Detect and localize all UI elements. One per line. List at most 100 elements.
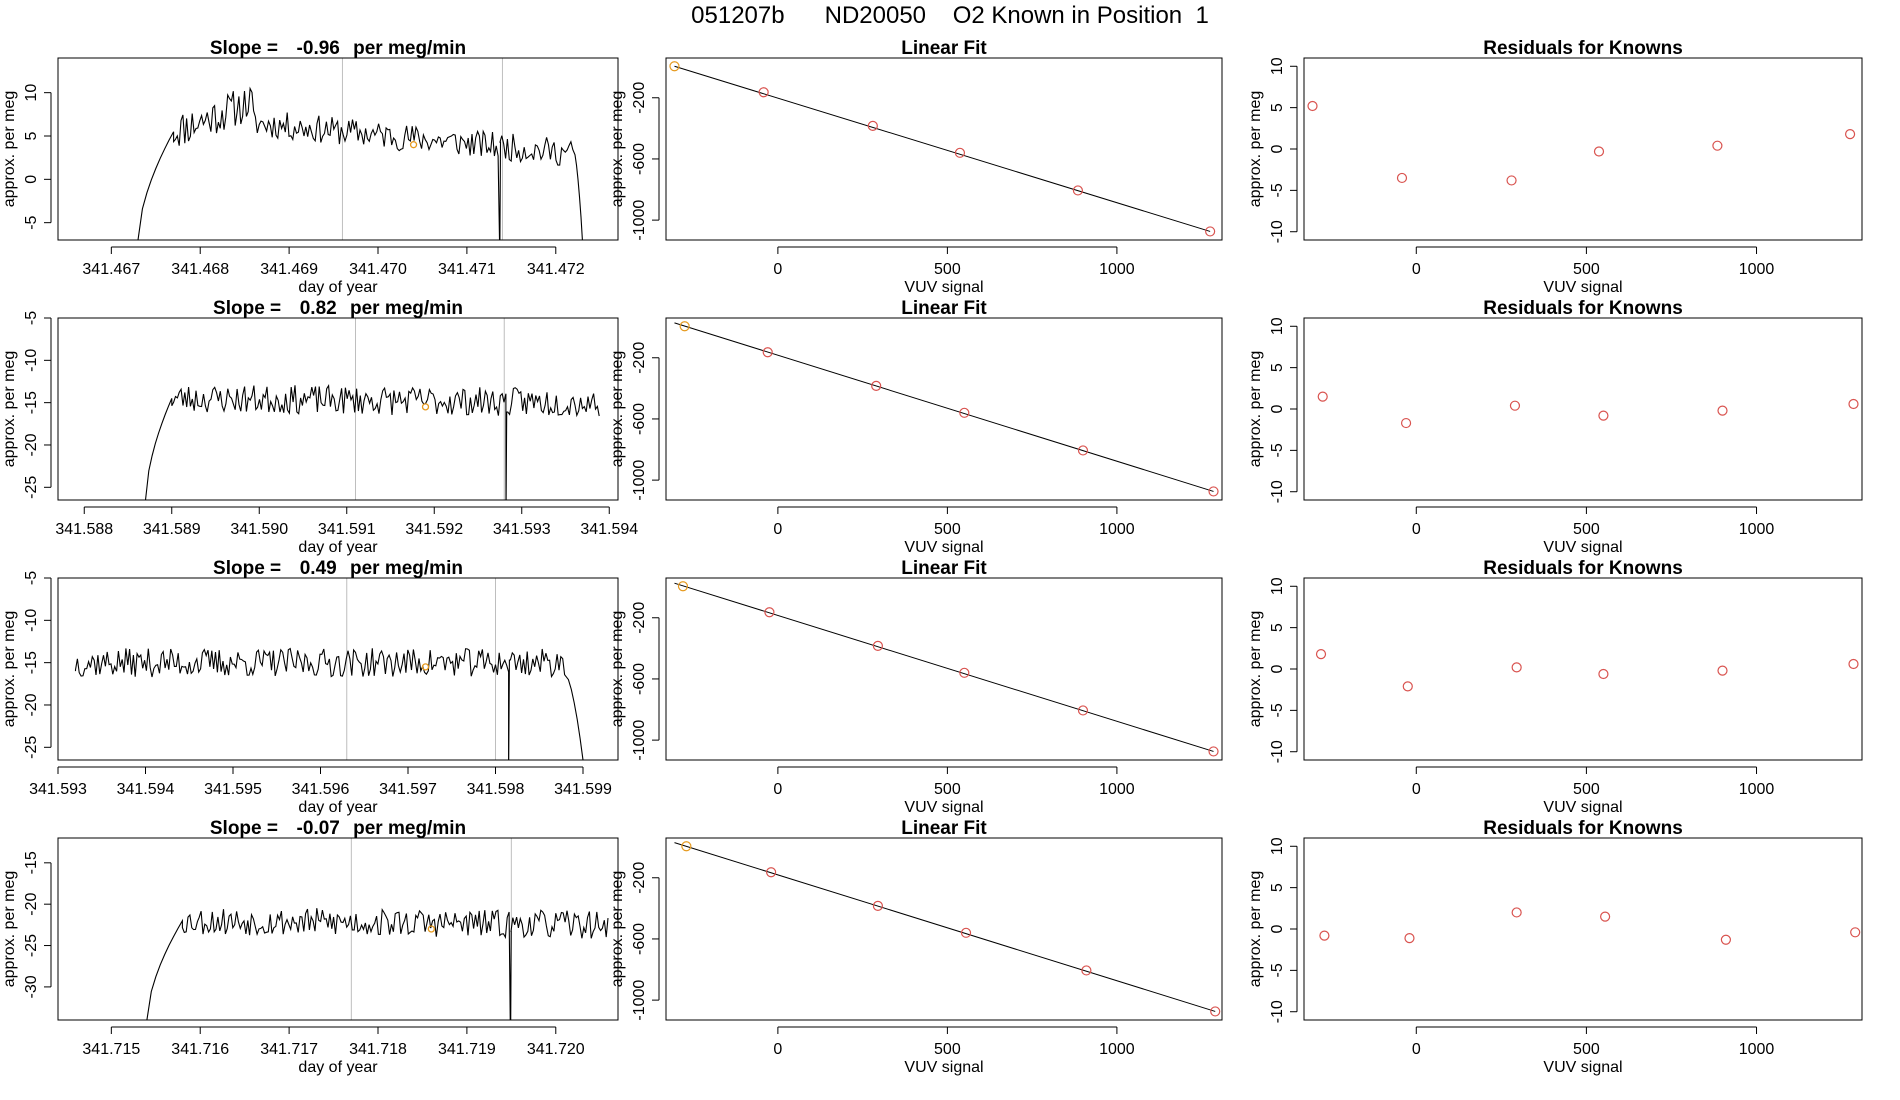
fit-plot-row-1: Linear Fit 0 500 1000 VUV signal -1000 -600 -20… bbox=[609, 38, 1223, 296]
x-tick-label: 341.599 bbox=[554, 781, 612, 798]
slope-value: 0.49 bbox=[300, 558, 337, 579]
page-title: 051207b ND20050 O2 Known in Position 1 bbox=[0, 2, 1900, 30]
plot-frame bbox=[665, 57, 1223, 241]
highlight-point bbox=[421, 663, 430, 671]
plot-frame bbox=[57, 837, 619, 1021]
x-axis-label: VUV signal bbox=[1543, 1059, 1622, 1076]
x-tick-label: 341.718 bbox=[349, 1041, 407, 1058]
x-tick-label: 341.594 bbox=[580, 521, 638, 538]
plot-frame bbox=[665, 837, 1223, 1021]
plot-title: Slope = -0.96 per meg/minSlope = -0.96 p… bbox=[210, 38, 466, 59]
x-tick-label: 341.590 bbox=[230, 521, 288, 538]
y-tick-label: -20 bbox=[23, 693, 40, 716]
residual-point bbox=[1848, 658, 1859, 670]
x-tick-label: 500 bbox=[934, 1041, 961, 1058]
fit-point bbox=[1081, 965, 1092, 976]
fit-point bbox=[1208, 486, 1219, 497]
y-tick-label: 5 bbox=[23, 131, 40, 140]
x-tick-label: 0 bbox=[773, 781, 782, 798]
fit-point bbox=[762, 347, 773, 358]
y-tick-label: 0 bbox=[1269, 404, 1286, 413]
x-axis-label: day of year bbox=[298, 279, 378, 296]
y-tick-label: 5 bbox=[1269, 363, 1286, 372]
x-tick-label: 1000 bbox=[1099, 521, 1135, 538]
plot-frame bbox=[1303, 57, 1863, 241]
x-tick-label: 341.468 bbox=[171, 261, 229, 278]
residual-point bbox=[1598, 410, 1609, 421]
y-tick-label: 10 bbox=[1269, 837, 1286, 855]
x-axis-label: VUV signal bbox=[1543, 279, 1622, 296]
residual-point bbox=[1317, 391, 1328, 402]
y-tick-label: -200 bbox=[631, 862, 648, 894]
fit-point bbox=[677, 581, 689, 592]
fit-point bbox=[669, 61, 680, 72]
y-axis-label: approx. per meg bbox=[1, 611, 18, 728]
y-tick-label: 5 bbox=[1269, 883, 1286, 892]
y-axis-label: approx. per meg bbox=[1247, 351, 1264, 468]
x-tick-label: 341.469 bbox=[260, 261, 318, 278]
x-tick-label: 500 bbox=[1573, 781, 1600, 798]
y-tick-label: 10 bbox=[1269, 57, 1286, 75]
x-tick-label: 500 bbox=[934, 261, 961, 278]
y-tick-label: 0 bbox=[1269, 924, 1286, 933]
plot-title: Linear Fit bbox=[901, 298, 987, 319]
fit-point bbox=[959, 407, 970, 418]
x-axis-label: VUV signal bbox=[1543, 539, 1622, 556]
x-tick-label: 1000 bbox=[1739, 261, 1775, 278]
slope-prefix: Slope = bbox=[210, 38, 289, 59]
residual-point bbox=[1850, 927, 1861, 938]
residual-point bbox=[1396, 172, 1408, 184]
x-axis-label: VUV signal bbox=[1543, 799, 1622, 816]
run-description: O2 Known in Position 1 bbox=[952, 2, 1209, 29]
y-tick-label: -5 bbox=[1269, 443, 1286, 457]
slope-units: per meg/min bbox=[348, 818, 466, 839]
x-tick-label: 341.720 bbox=[527, 1041, 585, 1058]
residuals-plot-row-3: Residuals for Knowns 0 500 1000 VUV signal -1… bbox=[1247, 558, 1863, 816]
x-tick-label: 341.471 bbox=[438, 261, 496, 278]
slope-value: -0.07 bbox=[297, 818, 340, 839]
y-tick-label: 10 bbox=[1269, 317, 1286, 335]
x-tick-label: 1000 bbox=[1099, 1041, 1135, 1058]
plot-frame bbox=[57, 57, 619, 241]
x-axis-label: VUV signal bbox=[904, 799, 983, 816]
residual-point bbox=[1506, 175, 1517, 186]
y-tick-label: -1000 bbox=[631, 980, 648, 1021]
y-axis-label: approx. per meg bbox=[1, 871, 18, 988]
plot-title: Linear Fit bbox=[901, 38, 987, 59]
x-tick-label: 500 bbox=[934, 781, 961, 798]
y-axis-label: approx. per meg bbox=[609, 611, 626, 728]
timeseries-plot-row-4: Slope = -0.07 per meg/minSlope = -0.07 p… bbox=[1, 818, 619, 1076]
x-tick-label: 500 bbox=[1573, 521, 1600, 538]
y-tick-label: -20 bbox=[23, 433, 40, 456]
plot-frame bbox=[1303, 317, 1863, 501]
residual-point bbox=[1511, 907, 1522, 918]
fit-plot-row-4: Linear Fit 0 500 1000 VUV signal -1000 -600 -20… bbox=[609, 818, 1223, 1076]
residual-point bbox=[1307, 100, 1318, 112]
timeseries-plot-row-3: Slope = 0.49 per meg/minSlope = 0.49 per… bbox=[1, 558, 619, 816]
y-axis-label: approx. per meg bbox=[1247, 871, 1264, 988]
fit-line bbox=[674, 65, 1211, 232]
y-axis-label: approx. per meg bbox=[1247, 611, 1264, 728]
y-tick-label: -600 bbox=[631, 923, 648, 955]
residual-point bbox=[1402, 681, 1413, 692]
y-tick-label: -5 bbox=[23, 571, 40, 585]
y-tick-label: -5 bbox=[1269, 963, 1286, 977]
plot-frame bbox=[665, 577, 1223, 761]
slope-units: per meg/min bbox=[345, 558, 463, 579]
fit-point bbox=[1210, 1006, 1221, 1017]
y-tick-label: -5 bbox=[1269, 183, 1286, 197]
x-axis-label: VUV signal bbox=[904, 1059, 983, 1076]
y-tick-label: -10 bbox=[1269, 1000, 1286, 1023]
plot-title: Residuals for Knowns bbox=[1483, 298, 1683, 319]
sample-id: 051207b bbox=[691, 2, 785, 29]
fit-point bbox=[959, 667, 970, 678]
residual-point bbox=[1712, 140, 1723, 151]
fit-point bbox=[1072, 185, 1084, 196]
plot-frame bbox=[1303, 837, 1863, 1021]
x-tick-label: 1000 bbox=[1739, 1041, 1775, 1058]
y-tick-label: -15 bbox=[23, 391, 40, 414]
residual-point bbox=[1319, 930, 1330, 941]
y-axis-label: approx. per meg bbox=[609, 91, 626, 208]
fit-point bbox=[679, 321, 690, 332]
residual-point bbox=[1717, 405, 1728, 416]
